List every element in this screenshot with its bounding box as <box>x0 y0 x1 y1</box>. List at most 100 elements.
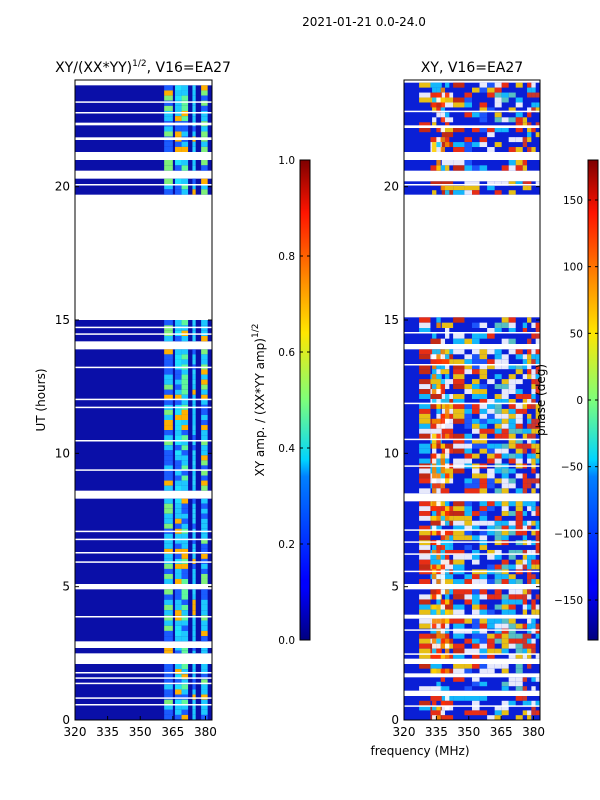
phase-phase-cell <box>531 438 536 444</box>
phase-phase-cell <box>508 117 516 123</box>
amplitude-colorbar-tick-label: 1.0 <box>278 155 295 167</box>
phase-phase-cell <box>522 403 528 409</box>
phase-phase-cell <box>527 525 532 531</box>
amplitude-band-cell <box>201 146 208 152</box>
amplitude-band-cell <box>164 664 173 670</box>
phase-phase-cell <box>531 384 536 390</box>
phase-phase-cell <box>501 364 509 370</box>
amplitude-band-cell <box>181 178 189 184</box>
phase-phase-cell <box>487 132 495 138</box>
phase-phase-cell <box>432 501 437 507</box>
phase-phase-cell <box>419 354 431 360</box>
amplitude-band-cell <box>181 568 189 574</box>
phase-phase-cell <box>432 700 437 706</box>
amplitude-band-cell <box>201 384 208 390</box>
amplitude-band-cell <box>201 105 208 111</box>
phase-phase-cell <box>445 142 450 148</box>
amplitude-band-cell <box>192 513 196 519</box>
phase-phase-cell <box>472 594 480 600</box>
phase-phase-cell <box>522 433 528 439</box>
phase-phase-cell <box>479 589 488 595</box>
phase-phase-cell <box>508 653 516 659</box>
amplitude-band-cell <box>175 513 182 519</box>
amplitude-band-cell <box>192 126 196 132</box>
phase-phase-cell <box>535 418 540 424</box>
amplitude-band-cell <box>181 475 189 481</box>
phase-phase-cell <box>527 594 532 600</box>
amplitude-band-cell <box>201 543 208 549</box>
amplitude-band-cell <box>175 379 182 385</box>
phase-phase-cell <box>445 594 450 600</box>
phase-phase-cell <box>445 374 450 380</box>
phase-phase-cell <box>440 364 446 370</box>
amplitude-band-cell <box>164 90 173 96</box>
phase-phase-cell <box>515 82 523 88</box>
phase-phase-cell <box>522 564 528 570</box>
amplitude-band-cell <box>201 359 208 365</box>
amplitude-band-cell <box>201 110 208 117</box>
amplitude-band-cell <box>181 694 189 700</box>
amplitude-band-cell <box>175 189 182 195</box>
phase-phase-cell <box>472 535 480 541</box>
phase-phase-cell <box>515 589 523 595</box>
phase-phase-cell <box>527 710 532 716</box>
amplitude-band-cell <box>181 189 189 195</box>
phase-phase-cell <box>440 511 446 516</box>
phase-phase-cell <box>432 530 437 536</box>
phase-phase-cell <box>479 369 488 375</box>
phase-phase-cell <box>472 165 480 171</box>
phase-phase-cell <box>531 501 536 507</box>
phase-phase-cell <box>445 506 450 512</box>
phase-phase-cell <box>527 132 532 138</box>
phase-phase-cell <box>522 700 528 706</box>
amplitude-band-cell <box>164 568 173 574</box>
phase-phase-cell <box>487 623 495 629</box>
phase-phase-cell <box>535 333 540 339</box>
phase-phase-cell <box>535 359 540 365</box>
phase-phase-cell <box>430 559 442 565</box>
phase-phase-cell <box>440 185 446 191</box>
phase-phase-cell <box>419 554 431 560</box>
amplitude-band-cell <box>181 184 189 190</box>
amplitude-band-cell <box>201 714 208 720</box>
phase-phase-cell <box>453 190 465 195</box>
amplitude-band-cell <box>164 604 173 611</box>
amplitude-band-cell <box>192 430 196 436</box>
phase-phase-cell <box>472 338 480 344</box>
phase-phase-cell <box>501 82 509 88</box>
phase-phase-cell <box>508 379 516 385</box>
amplitude-white-gap <box>75 677 212 679</box>
amplitude-band-cell <box>175 330 182 336</box>
phase-phase-cell <box>508 92 516 98</box>
phase-phase-cell <box>472 443 480 449</box>
phase-phase-cell <box>531 349 536 355</box>
phase-phase-cell <box>487 478 495 484</box>
amplitude-white-gap <box>75 137 212 140</box>
phase-phase-cell <box>432 418 437 424</box>
amplitude-band-cell <box>201 440 208 446</box>
phase-phase-cell <box>419 599 431 605</box>
phase-phase-cell <box>479 443 488 449</box>
phase-white-gap <box>404 529 540 531</box>
amplitude-band-cell <box>164 636 173 642</box>
phase-phase-cell <box>531 379 536 385</box>
amplitude-band-cell <box>175 636 182 642</box>
phase-phase-cell <box>440 478 446 484</box>
phase-white-gap <box>404 541 540 543</box>
phase-phase-cell <box>508 328 516 334</box>
phase-phase-cell <box>515 160 523 166</box>
amplitude-band-cell <box>175 100 182 106</box>
phase-phase-cell <box>472 379 480 385</box>
phase-phase-cell <box>430 633 442 639</box>
phase-phase-cell <box>419 511 431 516</box>
phase-phase-cell <box>432 102 437 108</box>
phase-phase-cell <box>479 664 488 669</box>
phase-phase-cell <box>522 589 528 595</box>
phase-phase-cell <box>501 389 509 395</box>
phase-phase-cell <box>494 82 502 88</box>
amplitude-band-cell <box>181 699 189 705</box>
amplitude-band-cell <box>192 425 196 431</box>
phase-phase-cell <box>501 423 509 429</box>
phase-phase-cell <box>531 394 536 399</box>
phase-phase-cell <box>508 618 516 624</box>
